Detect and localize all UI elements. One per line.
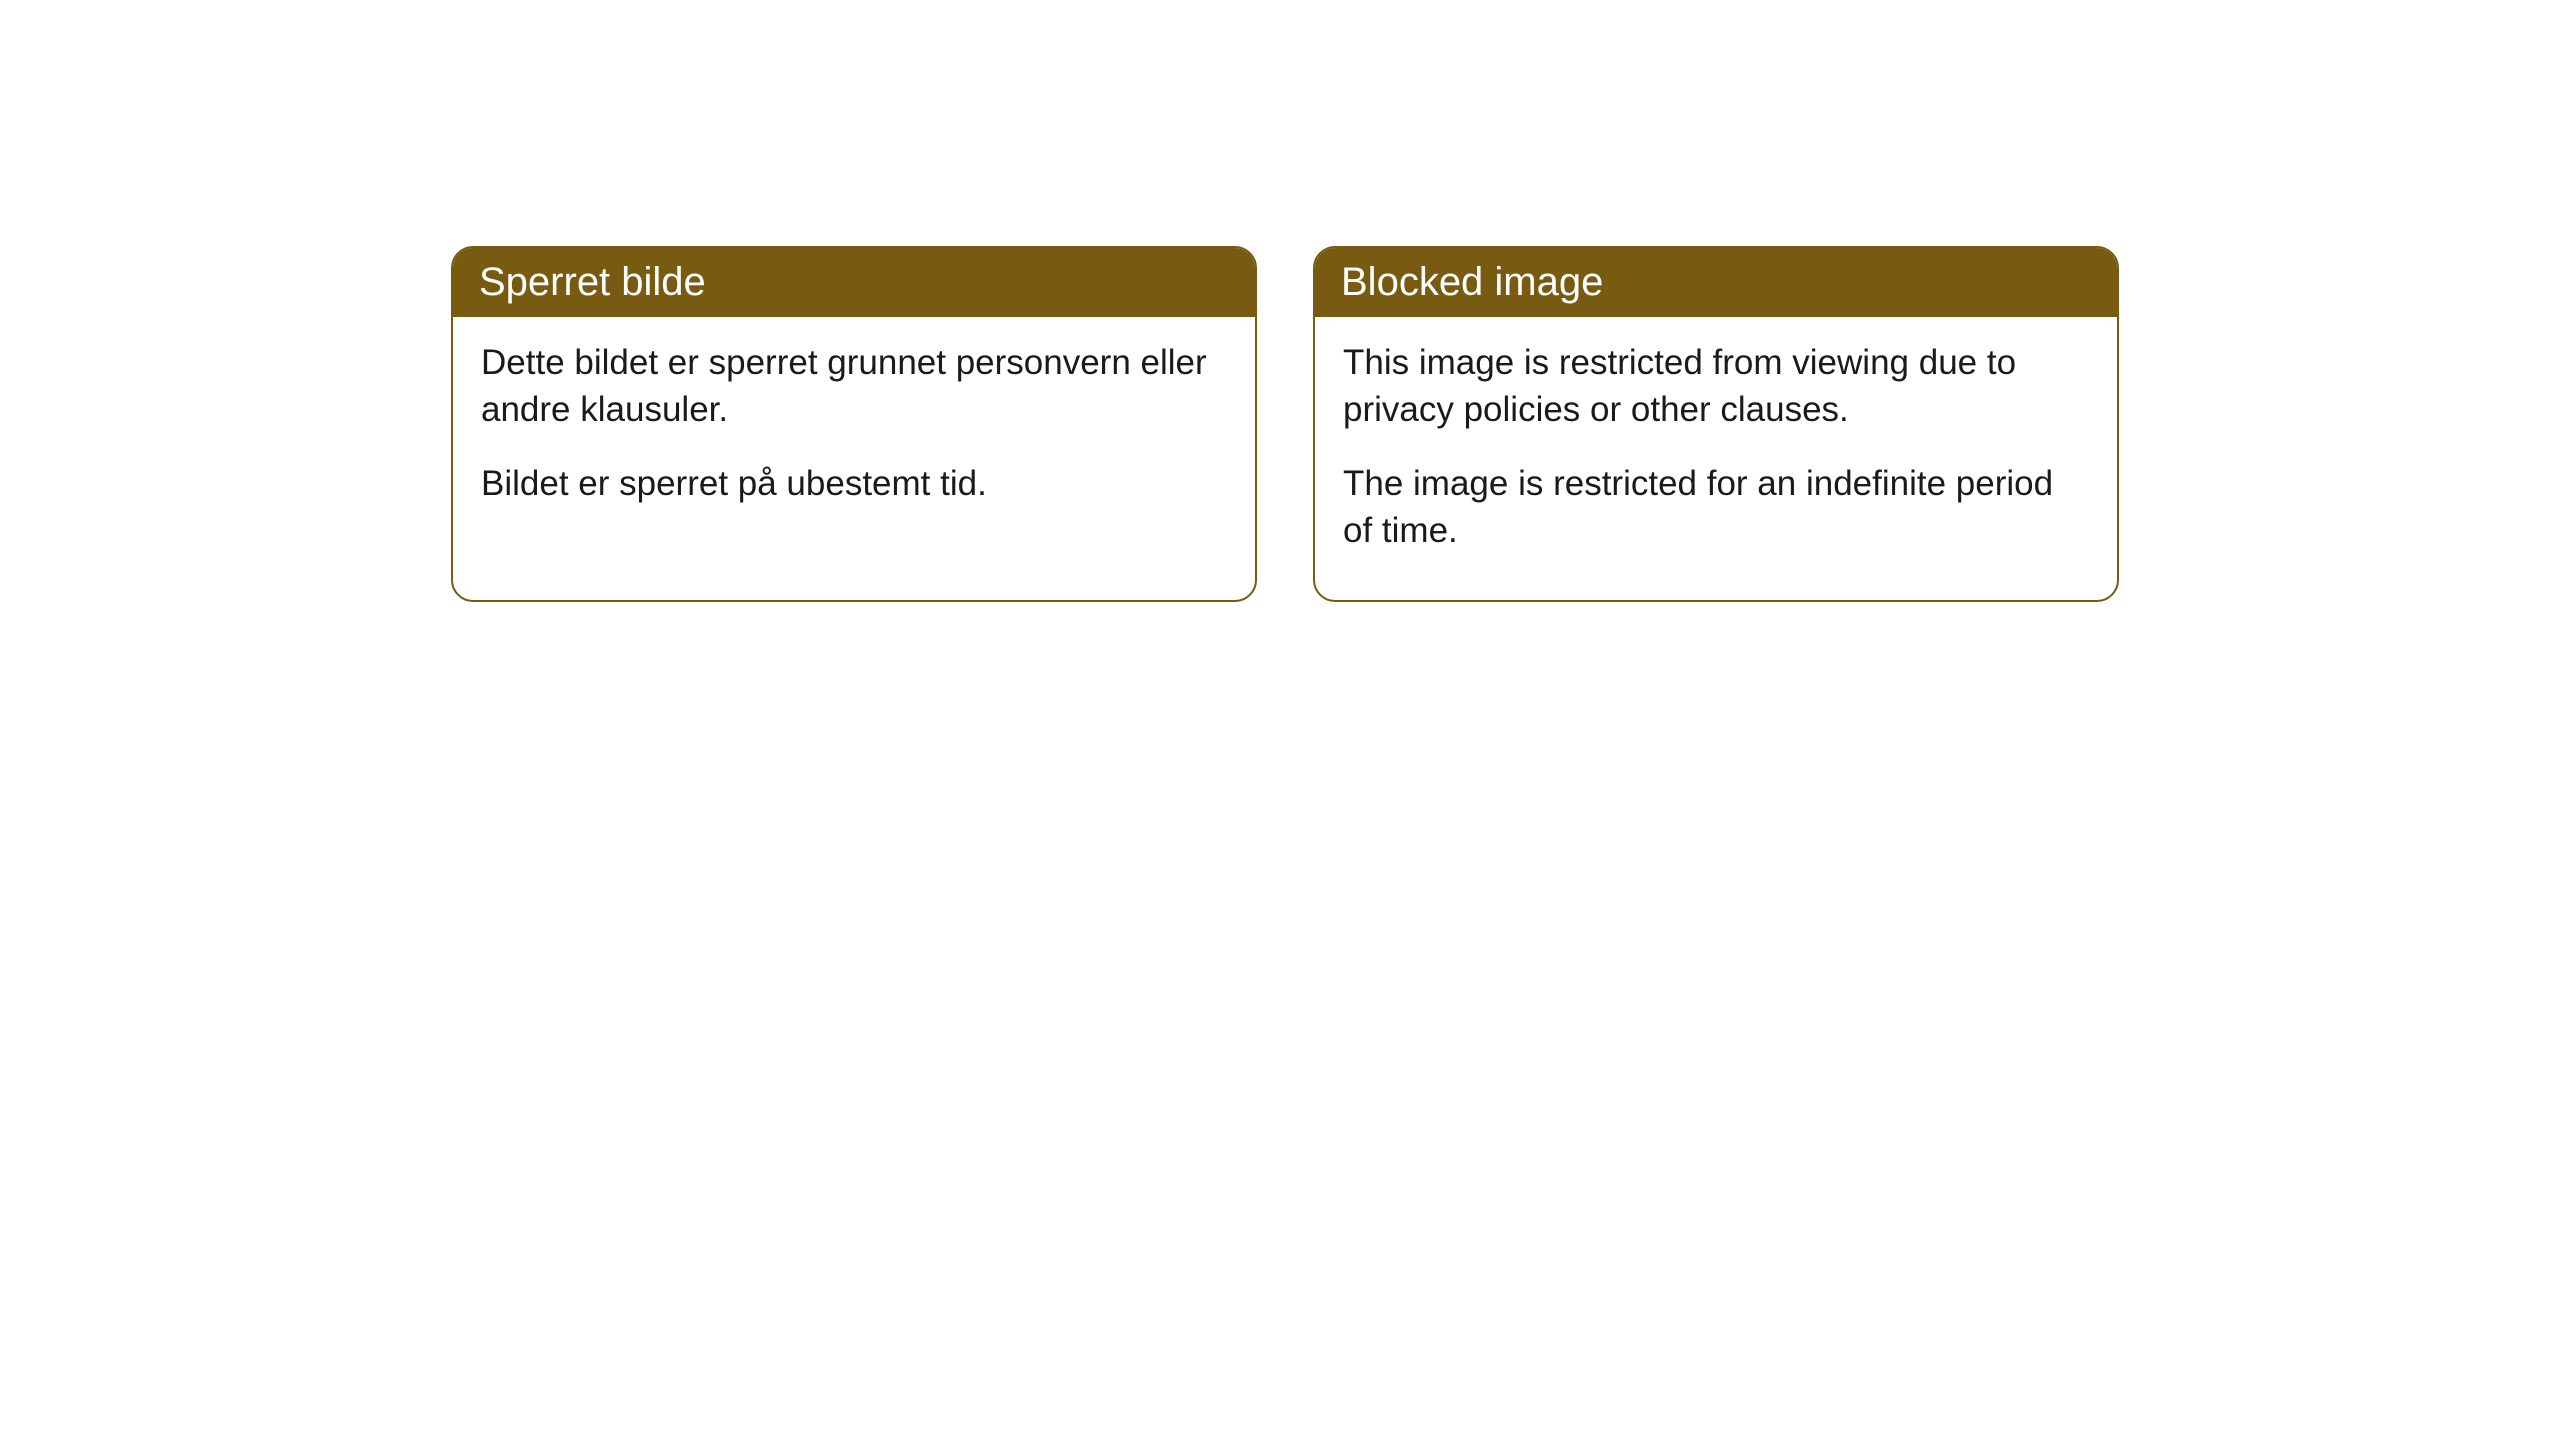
card-header: Sperret bilde — [453, 248, 1255, 317]
card-title: Sperret bilde — [479, 260, 706, 304]
notice-cards-container: Sperret bilde Dette bildet er sperret gr… — [0, 0, 2560, 602]
card-header: Blocked image — [1315, 248, 2117, 317]
card-paragraph: This image is restricted from viewing du… — [1343, 339, 2089, 434]
card-paragraph: Bildet er sperret på ubestemt tid. — [481, 460, 1227, 507]
card-body: This image is restricted from viewing du… — [1315, 317, 2117, 600]
card-title: Blocked image — [1341, 260, 1603, 304]
blocked-image-card-en: Blocked image This image is restricted f… — [1313, 246, 2119, 602]
blocked-image-card-no: Sperret bilde Dette bildet er sperret gr… — [451, 246, 1257, 602]
card-body: Dette bildet er sperret grunnet personve… — [453, 317, 1255, 553]
card-paragraph: The image is restricted for an indefinit… — [1343, 460, 2089, 555]
card-paragraph: Dette bildet er sperret grunnet personve… — [481, 339, 1227, 434]
